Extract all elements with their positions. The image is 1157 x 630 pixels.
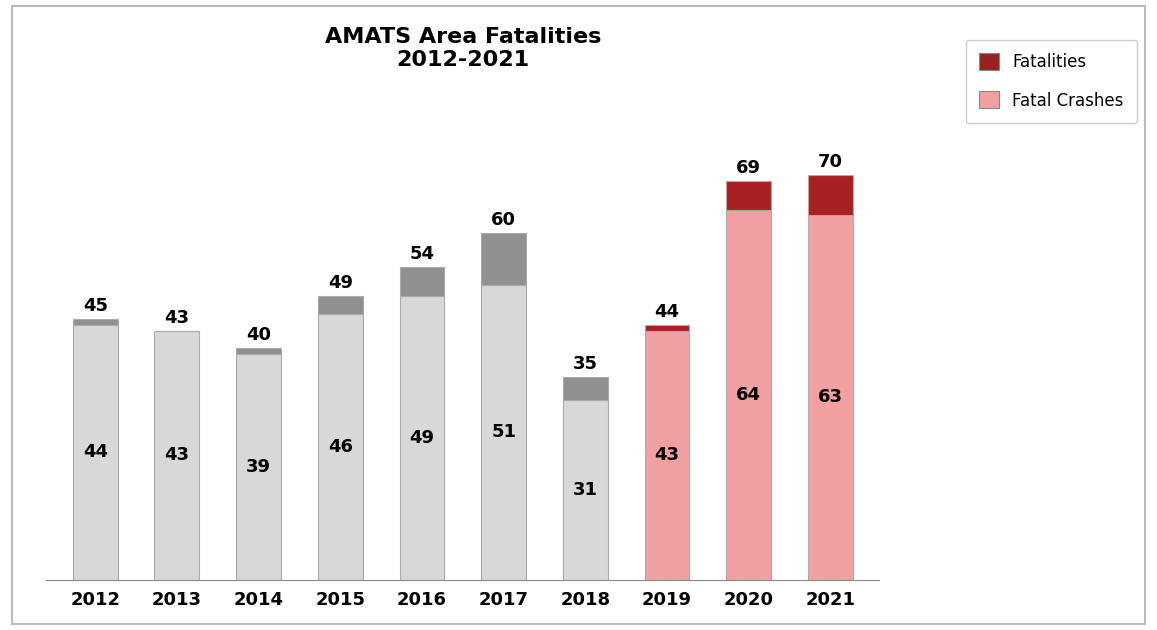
Bar <box>236 354 281 580</box>
Text: 69: 69 <box>736 159 761 176</box>
Bar <box>808 175 853 215</box>
Bar <box>318 296 363 314</box>
Bar <box>644 325 690 331</box>
Text: 31: 31 <box>573 481 598 499</box>
Text: 54: 54 <box>410 245 435 263</box>
Text: 46: 46 <box>327 438 353 455</box>
Bar <box>727 181 771 210</box>
Text: 44: 44 <box>83 444 108 461</box>
Text: 60: 60 <box>491 210 516 229</box>
Text: 43: 43 <box>164 309 190 327</box>
Bar <box>155 331 199 580</box>
Text: 63: 63 <box>818 389 842 406</box>
Text: 49: 49 <box>327 274 353 292</box>
Legend: Fatalities, Fatal Crashes: Fatalities, Fatal Crashes <box>966 40 1137 123</box>
Text: 43: 43 <box>164 446 190 464</box>
Text: 39: 39 <box>246 458 271 476</box>
Bar <box>481 232 526 285</box>
Bar <box>481 285 526 580</box>
Text: 51: 51 <box>491 423 516 441</box>
Text: 49: 49 <box>410 429 435 447</box>
Bar <box>73 319 118 325</box>
Text: 44: 44 <box>655 303 679 321</box>
Text: 40: 40 <box>246 326 271 345</box>
Text: 70: 70 <box>818 153 842 171</box>
Bar <box>727 210 771 580</box>
Bar <box>73 325 118 580</box>
Text: 45: 45 <box>83 297 108 316</box>
Bar <box>644 331 690 580</box>
Bar <box>562 401 607 580</box>
Bar <box>562 377 607 401</box>
Text: 64: 64 <box>736 386 761 404</box>
Bar <box>399 267 444 296</box>
Bar <box>399 296 444 580</box>
Bar <box>808 215 853 580</box>
Bar <box>318 314 363 580</box>
Title: AMATS Area Fatalities
2012-2021: AMATS Area Fatalities 2012-2021 <box>325 27 600 70</box>
Text: 35: 35 <box>573 355 598 373</box>
Text: 43: 43 <box>655 446 679 464</box>
Bar <box>236 348 281 354</box>
